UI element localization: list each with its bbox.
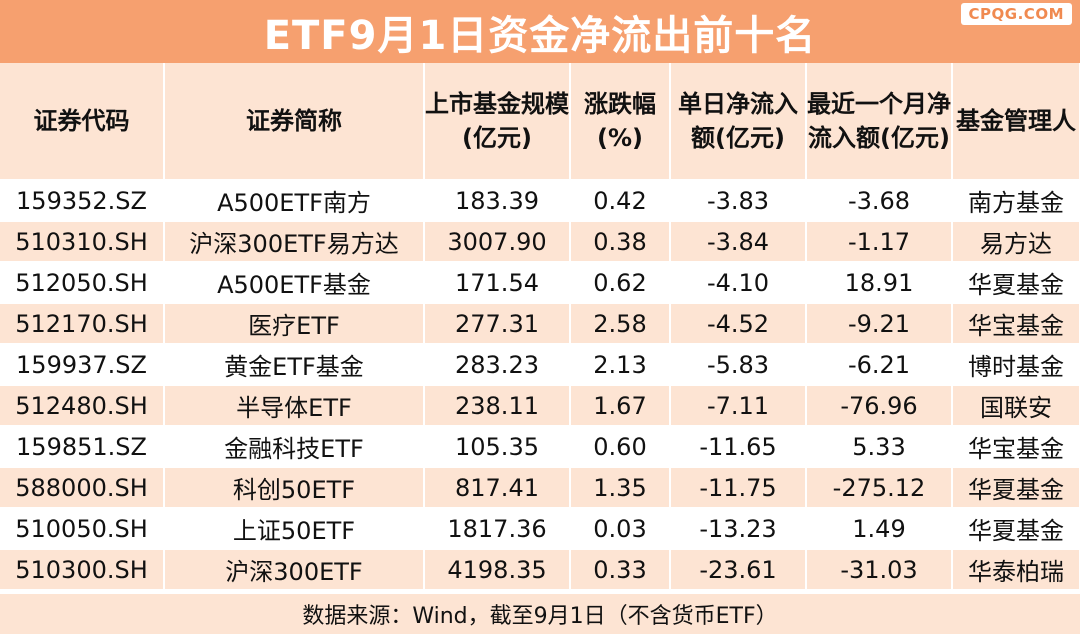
cell-scale: 283.23 (424, 344, 571, 386)
etf-table: 证券代码 证券简称 上市基金规模(亿元) 涨跌幅(%) 单日净流入额(亿元) 最… (0, 63, 1080, 591)
column-header: 涨跌幅(%) (570, 63, 671, 181)
cell-month-flow: -3.68 (806, 180, 953, 222)
cell-code: 159851.SZ (0, 426, 165, 468)
cell-scale: 817.41 (424, 467, 571, 509)
cell-manager: 华宝基金 (952, 303, 1080, 345)
cell-code: 159937.SZ (0, 344, 165, 386)
cell-manager: 南方基金 (952, 180, 1080, 222)
cell-code: 512480.SH (0, 385, 165, 427)
cell-month-flow: -275.12 (806, 467, 953, 509)
cell-daily-flow: -5.83 (670, 344, 807, 386)
cell-daily-flow: -11.65 (670, 426, 807, 468)
cell-name: 科创50ETF (164, 467, 425, 509)
source-note: 数据来源：Wind，截至9月1日（不含货币ETF） (0, 594, 1080, 634)
cell-code: 512050.SH (0, 262, 165, 304)
cell-manager: 华夏基金 (952, 262, 1080, 304)
cell-manager: 华夏基金 (952, 508, 1080, 550)
cell-name: 黄金ETF基金 (164, 344, 425, 386)
cell-month-flow: 18.91 (806, 262, 953, 304)
cell-manager: 华泰柏瑞 (952, 549, 1080, 591)
column-header: 基金管理人 (952, 63, 1080, 181)
cell-daily-flow: -3.84 (670, 221, 807, 263)
cell-manager: 国联安 (952, 385, 1080, 427)
cell-scale: 1817.36 (424, 508, 571, 550)
table-row: 159937.SZ 黄金ETF基金 283.23 2.13 -5.83 -6.21 博时基金 (0, 344, 1080, 386)
cell-month-flow: 1.49 (806, 508, 953, 550)
cell-name: 沪深300ETF (164, 549, 425, 591)
column-header: 最近一个月净流入额(亿元) (806, 63, 953, 181)
table-row: 159352.SZ A500ETF南方 183.39 0.42 -3.83 -3.68 南方… (0, 180, 1080, 222)
cell-month-flow: -6.21 (806, 344, 953, 386)
table-row: 510300.SH 沪深300ETF 4198.35 0.33 -23.61 -31.03… (0, 549, 1080, 591)
table-row: 159851.SZ 金融科技ETF 105.35 0.60 -11.65 5.33 华宝基金 (0, 426, 1080, 468)
cell-scale: 105.35 (424, 426, 571, 468)
cell-change: 2.13 (570, 344, 671, 386)
cell-daily-flow: -13.23 (670, 508, 807, 550)
cell-code: 588000.SH (0, 467, 165, 509)
cell-change: 0.38 (570, 221, 671, 263)
cell-change: 0.60 (570, 426, 671, 468)
cell-code: 510050.SH (0, 508, 165, 550)
cell-change: 0.03 (570, 508, 671, 550)
cell-code: 510310.SH (0, 221, 165, 263)
cell-name: A500ETF南方 (164, 180, 425, 222)
cell-change: 1.67 (570, 385, 671, 427)
cell-scale: 4198.35 (424, 549, 571, 591)
cell-change: 0.33 (570, 549, 671, 591)
cell-manager: 易方达 (952, 221, 1080, 263)
cell-name: 金融科技ETF (164, 426, 425, 468)
table-row: 510310.SH 沪深300ETF易方达 3007.90 0.38 -3.84 -1.1… (0, 221, 1080, 263)
cell-name: 医疗ETF (164, 303, 425, 345)
table-row: 512170.SH 医疗ETF 277.31 2.58 -4.52 -9.21 华宝基金 (0, 303, 1080, 345)
cell-scale: 238.11 (424, 385, 571, 427)
column-header: 证券代码 (0, 63, 165, 181)
cell-month-flow: -1.17 (806, 221, 953, 263)
table-body: 159352.SZ A500ETF南方 183.39 0.42 -3.83 -3.68 南方… (0, 180, 1080, 591)
cell-daily-flow: -4.10 (670, 262, 807, 304)
cell-daily-flow: -23.61 (670, 549, 807, 591)
cell-manager: 博时基金 (952, 344, 1080, 386)
cell-change: 1.35 (570, 467, 671, 509)
cell-manager: 华宝基金 (952, 426, 1080, 468)
cell-scale: 277.31 (424, 303, 571, 345)
cell-month-flow: -31.03 (806, 549, 953, 591)
column-header: 单日净流入额(亿元) (670, 63, 807, 181)
cell-code: 510300.SH (0, 549, 165, 591)
cell-daily-flow: -3.83 (670, 180, 807, 222)
page-title: ETF9月1日资金净流出前十名 (0, 0, 1080, 63)
table-header-row: 证券代码 证券简称 上市基金规模(亿元) 涨跌幅(%) 单日净流入额(亿元) 最… (0, 63, 1080, 181)
cell-name: 上证50ETF (164, 508, 425, 550)
column-header: 证券简称 (164, 63, 425, 181)
table-row: 510050.SH 上证50ETF 1817.36 0.03 -13.23 1.49 华夏基… (0, 508, 1080, 550)
site-watermark: CPQG.COM (960, 3, 1072, 25)
table-row: 512050.SH A500ETF基金 171.54 0.62 -4.10 18.91 华夏… (0, 262, 1080, 304)
column-header: 上市基金规模(亿元) (424, 63, 571, 181)
cell-change: 2.58 (570, 303, 671, 345)
cell-daily-flow: -4.52 (670, 303, 807, 345)
cell-manager: 华夏基金 (952, 467, 1080, 509)
cell-name: A500ETF基金 (164, 262, 425, 304)
cell-change: 0.62 (570, 262, 671, 304)
cell-name: 半导体ETF (164, 385, 425, 427)
table-row: 588000.SH 科创50ETF 817.41 1.35 -11.75 -275.12 华… (0, 467, 1080, 509)
cell-change: 0.42 (570, 180, 671, 222)
cell-month-flow: -76.96 (806, 385, 953, 427)
cell-month-flow: 5.33 (806, 426, 953, 468)
page-title-text: ETF9月1日资金净流出前十名 (263, 12, 817, 59)
cell-scale: 171.54 (424, 262, 571, 304)
cell-scale: 3007.90 (424, 221, 571, 263)
cell-code: 159352.SZ (0, 180, 165, 222)
cell-daily-flow: -7.11 (670, 385, 807, 427)
cell-scale: 183.39 (424, 180, 571, 222)
cell-month-flow: -9.21 (806, 303, 953, 345)
cell-name: 沪深300ETF易方达 (164, 221, 425, 263)
cell-code: 512170.SH (0, 303, 165, 345)
cell-daily-flow: -11.75 (670, 467, 807, 509)
table-row: 512480.SH 半导体ETF 238.11 1.67 -7.11 -76.96 国联安 (0, 385, 1080, 427)
